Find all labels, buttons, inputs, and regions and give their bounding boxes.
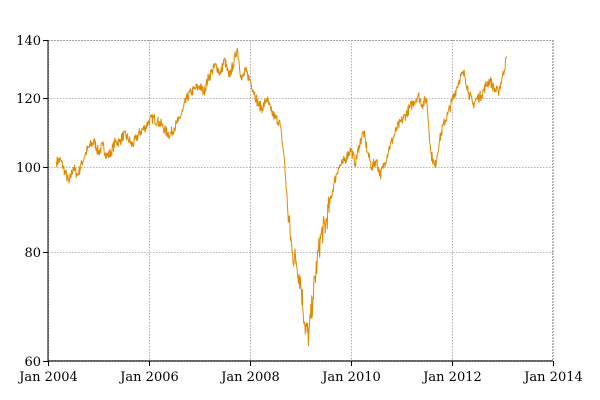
y-tick-label: 140 (16, 34, 41, 49)
x-tick-label: Jan 2010 (320, 370, 381, 385)
x-axis-ticks: Jan 2004 Jan 2006 Jan 2008 Jan 2010 Jan 2012… (17, 361, 583, 385)
grid (48, 40, 554, 362)
y-tick-label: 100 (16, 161, 41, 176)
x-tick-label: Jan 2008 (219, 370, 280, 385)
y-axis-ticks: 60 80 100 120 140 (16, 34, 48, 370)
x-tick-label: Jan 2004 (17, 370, 78, 385)
series-line (55, 47, 508, 347)
plot-frame (48, 40, 553, 361)
y-tick-label: 80 (24, 246, 41, 261)
x-tick-label: Jan 2012 (421, 370, 482, 385)
y-tick-label: 60 (24, 355, 41, 370)
x-tick-label: Jan 2006 (118, 370, 179, 385)
y-tick-label: 120 (16, 92, 41, 107)
x-tick-label: Jan 2014 (522, 370, 583, 385)
